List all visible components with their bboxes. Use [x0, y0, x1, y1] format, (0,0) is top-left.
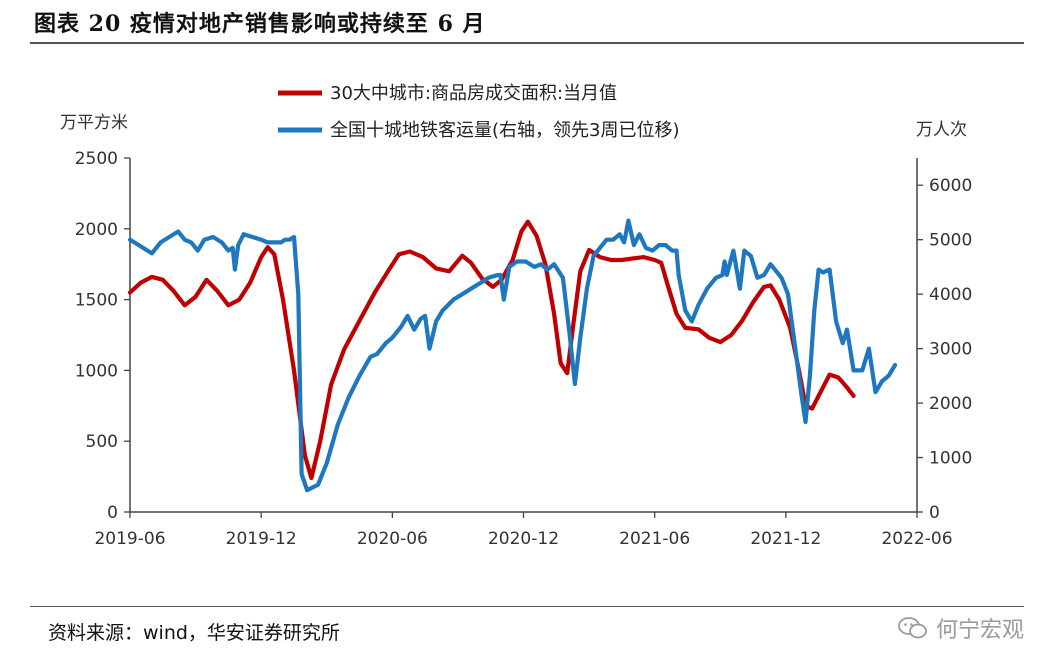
legend-label-housing-sales: 30大中城市:商品房成交面积:当月值: [330, 83, 617, 104]
x-tick-label: 2019-12: [226, 529, 297, 549]
y-right-unit: 万人次: [916, 120, 967, 140]
y-left-unit: 万平方米: [60, 113, 128, 133]
legend-label-metro-passengers: 全国十城地铁客运量(右轴，领先3周已位移): [330, 120, 680, 141]
watermark-text: 何宁宏观: [935, 618, 1024, 643]
x-tick-label: 2021-06: [619, 529, 690, 549]
y-right-tick-label: 6000: [929, 176, 972, 196]
y-right-tick-label: 0: [929, 503, 940, 523]
y-left-tick-label: 1000: [75, 361, 118, 381]
y-left-tick-label: 500: [86, 432, 118, 452]
wechat-icon: [898, 617, 927, 639]
y-left-tick-label: 2500: [75, 149, 118, 169]
top-divider: [30, 42, 1024, 44]
series-line-metro-passengers: [127, 218, 898, 493]
y-left-tick-label: 2000: [75, 220, 118, 240]
bottom-divider: [30, 606, 1024, 607]
y-right-tick-label: 5000: [929, 231, 972, 251]
y-right-tick-label: 1000: [929, 449, 972, 469]
y-left-tick-label: 0: [107, 503, 118, 523]
y-right-tick-label: 4000: [929, 285, 972, 305]
y-right-tick-label: 2000: [929, 394, 972, 414]
x-tick-label: 2020-06: [357, 529, 428, 549]
y-right-tick-label: 3000: [929, 340, 972, 360]
x-tick-label: 2022-06: [881, 529, 952, 549]
x-tick-label: 2020-12: [488, 529, 559, 549]
series-line-housing-sales: [127, 219, 856, 481]
watermark: 何宁宏观: [898, 612, 1024, 644]
y-left-tick-label: 1500: [75, 291, 118, 311]
chart-title: 图表 20 疫情对地产销售影响或持续至 6 月: [34, 11, 486, 37]
x-tick-label: 2019-06: [94, 529, 165, 549]
x-tick-label: 2021-12: [750, 529, 821, 549]
source-note: 资料来源：wind，华安证券研究所: [48, 622, 340, 644]
legend: 30大中城市:商品房成交面积:当月值 全国十城地铁客运量(右轴，领先3周已位移): [278, 83, 680, 141]
